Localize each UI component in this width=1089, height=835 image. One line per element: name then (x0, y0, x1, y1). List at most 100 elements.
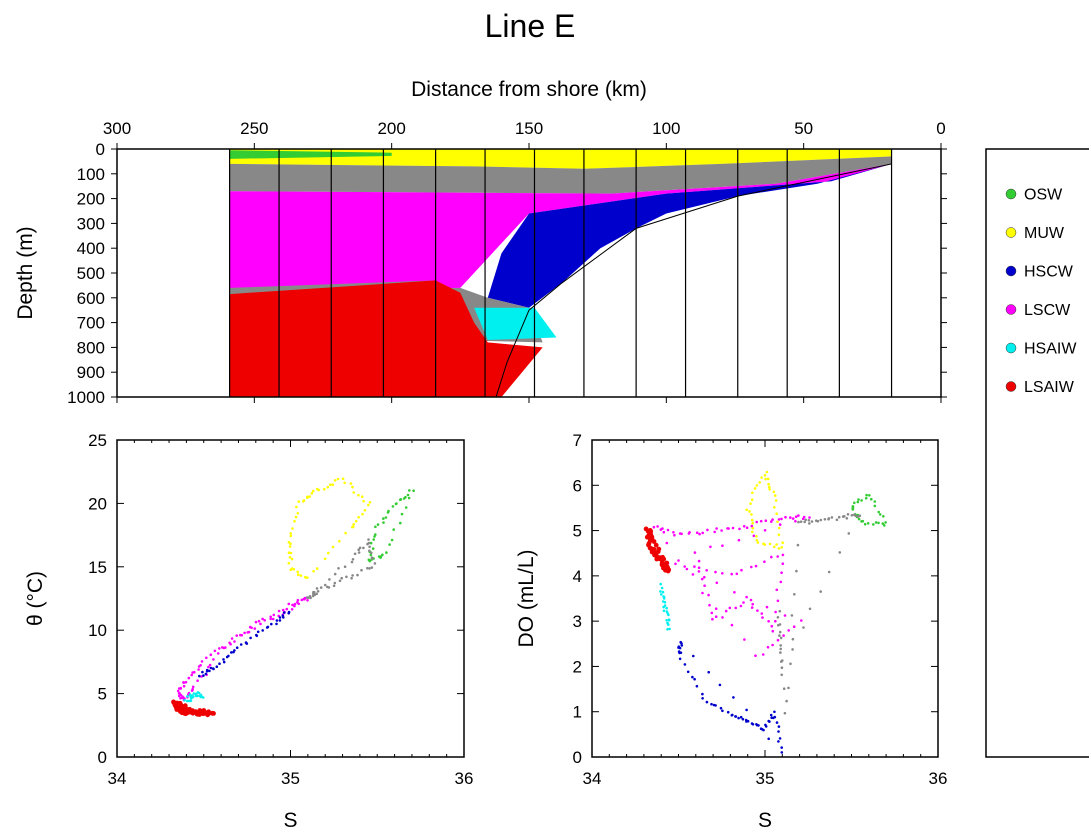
point-hscw (762, 728, 765, 732)
point-mix (333, 581, 337, 585)
point-hscw (678, 657, 682, 661)
point-osw (385, 551, 388, 554)
x-tick-label: 0 (936, 119, 945, 138)
point-lscw (190, 673, 193, 677)
point-mix (350, 560, 354, 564)
point-hscw (705, 700, 709, 704)
point-muw (775, 543, 778, 546)
point-osw (387, 509, 390, 513)
point-hscw (678, 646, 682, 650)
legend-label: HSAIW (1024, 341, 1077, 358)
point-mix (311, 594, 315, 598)
point-osw (404, 506, 408, 509)
point-osw (868, 494, 871, 497)
point-muw (341, 477, 345, 481)
point-mix (343, 565, 347, 568)
point-muw (357, 515, 360, 519)
point-lscw (691, 573, 695, 576)
water-mass-region-muw (229, 149, 892, 169)
point-muw (357, 493, 360, 497)
point-muw (773, 506, 776, 509)
point-lscw (771, 643, 774, 647)
point-lscw (721, 616, 724, 619)
point-lscw (253, 627, 257, 630)
point-lscw (774, 610, 777, 614)
point-hscw (281, 614, 285, 617)
x-tick-label: 34 (583, 769, 602, 788)
x-tick-label: 250 (240, 119, 268, 138)
point-hscw (230, 651, 233, 654)
point-mix (366, 566, 369, 570)
point-mix (780, 673, 783, 677)
theta-salinity-plot: 34 35 36 0 5 10 15 20 25 Sθ (°C) (24, 431, 473, 832)
point-lscw (701, 531, 704, 535)
point-muw (351, 525, 354, 529)
point-muw (763, 474, 767, 477)
point-muw (288, 545, 292, 548)
point-osw (874, 521, 878, 524)
point-mix (340, 576, 344, 580)
point-lscw (697, 570, 701, 573)
point-osw (371, 547, 375, 550)
point-hscw (278, 619, 282, 622)
point-lscw (750, 606, 754, 609)
point-hscw (718, 683, 722, 687)
x-axis-label: S (283, 809, 297, 832)
point-hscw (282, 611, 286, 614)
point-mix (777, 623, 780, 627)
point-mix (323, 583, 327, 587)
point-muw (297, 573, 300, 576)
point-mix (338, 579, 342, 583)
point-muw (295, 505, 298, 509)
point-lscw (243, 631, 246, 635)
point-mix (819, 518, 823, 522)
point-lscw (714, 607, 718, 610)
point-mix (819, 590, 822, 593)
x-tick-label: 35 (756, 769, 775, 788)
point-hscw (256, 630, 260, 634)
point-lsaiw (197, 708, 203, 713)
point-hsaiw (194, 692, 198, 696)
point-mix (847, 532, 851, 535)
point-osw (877, 510, 880, 514)
point-mix (802, 626, 805, 629)
point-mix (803, 520, 806, 524)
point-muw (780, 546, 783, 549)
point-lscw (761, 616, 764, 619)
point-mix (804, 518, 807, 522)
point-hscw (719, 706, 723, 710)
point-hsaiw (191, 696, 194, 699)
point-lscw (706, 528, 709, 532)
legend-label: MUW (1024, 225, 1065, 242)
point-muw (760, 476, 763, 479)
point-mix (370, 557, 374, 560)
point-hscw (205, 669, 209, 673)
point-osw (857, 498, 860, 501)
point-mix (312, 592, 315, 596)
point-muw (291, 527, 294, 530)
point-lscw (759, 519, 763, 523)
x-tick-label: 200 (377, 119, 405, 138)
point-lscw (730, 572, 733, 576)
point-lscw (745, 526, 749, 529)
point-mix (368, 549, 371, 553)
point-muw (767, 482, 770, 486)
y-axis-label: DO (mL/L) (515, 549, 538, 647)
y-tick-label: 7 (573, 431, 582, 450)
point-muw (766, 477, 770, 481)
point-lscw (269, 615, 273, 619)
point-muw (296, 570, 300, 574)
point-hscw (204, 672, 208, 676)
point-mix (796, 543, 800, 547)
point-osw (369, 541, 373, 545)
point-hscw (212, 667, 215, 670)
y-tick-label: 900 (77, 363, 105, 382)
legend: OSW MUW HSCW LSCW HSAIW LSAIW (985, 148, 1089, 758)
point-lscw (261, 617, 264, 621)
point-osw (379, 555, 383, 558)
point-mix (827, 517, 831, 520)
point-lscw (770, 624, 774, 628)
point-hscw (222, 658, 225, 661)
point-hscw (701, 692, 704, 696)
point-hsaiw (667, 618, 671, 622)
